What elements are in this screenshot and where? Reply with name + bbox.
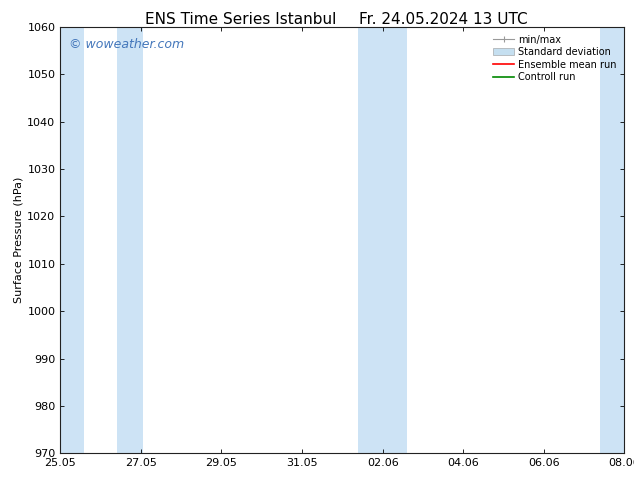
Bar [58, 27, 84, 453]
Text: ENS Time Series Istanbul: ENS Time Series Istanbul [145, 12, 337, 27]
Bar [358, 27, 407, 453]
Bar [117, 27, 143, 453]
Y-axis label: Surface Pressure (hPa): Surface Pressure (hPa) [13, 177, 23, 303]
Text: Fr. 24.05.2024 13 UTC: Fr. 24.05.2024 13 UTC [359, 12, 528, 27]
Legend: min/max, Standard deviation, Ensemble mean run, Controll run: min/max, Standard deviation, Ensemble me… [490, 32, 619, 85]
Text: © woweather.com: © woweather.com [68, 38, 184, 50]
Bar [600, 27, 626, 453]
